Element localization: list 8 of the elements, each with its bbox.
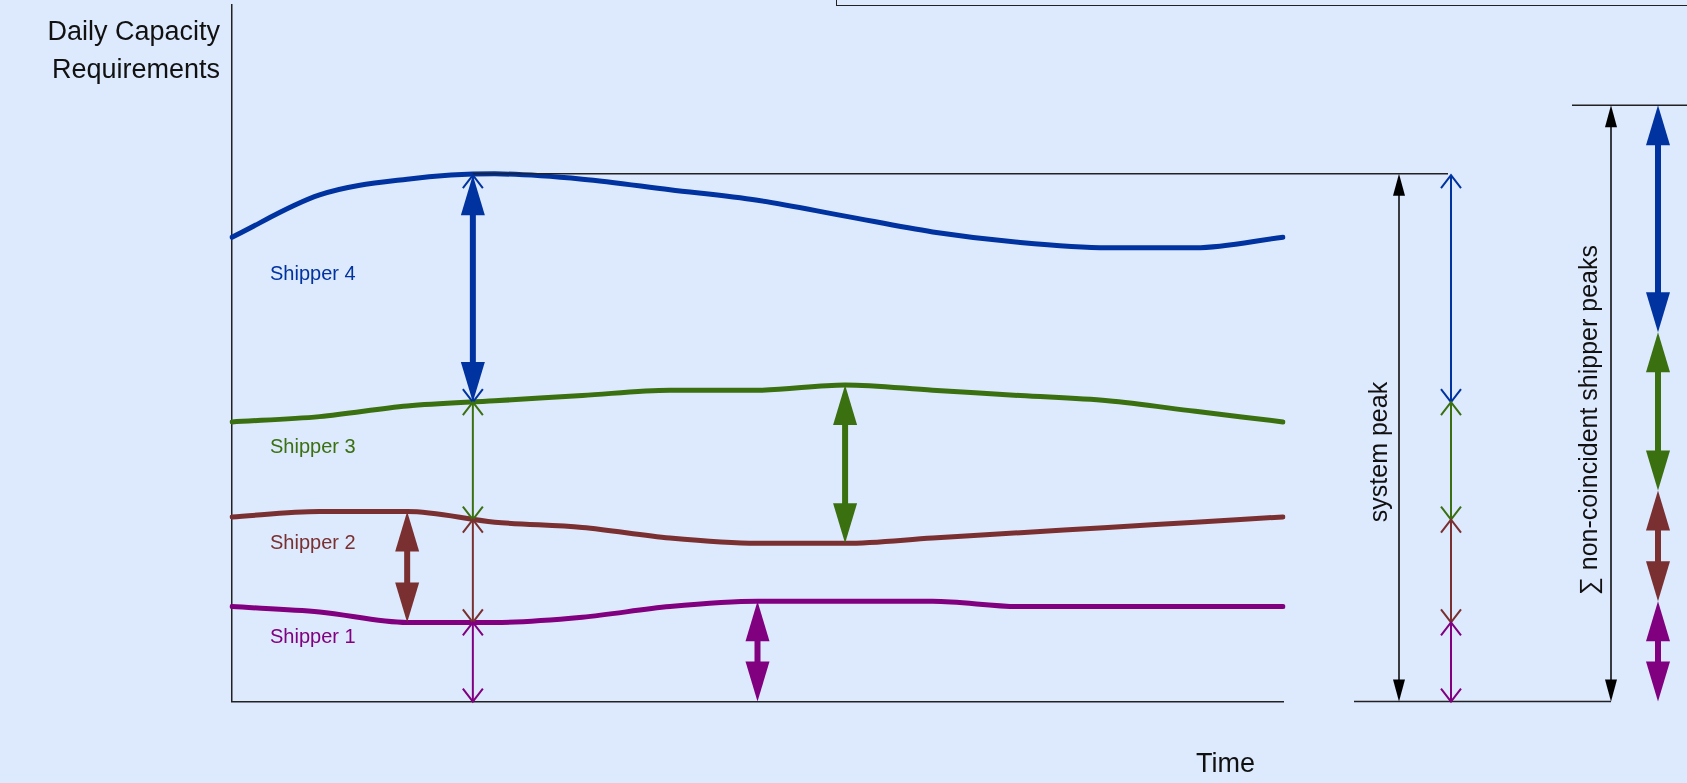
series-label: Shipper 4	[270, 261, 356, 285]
legend-label: Shipper 2	[270, 530, 356, 554]
series-label: Shipper 3	[270, 435, 356, 459]
text: system peak	[1363, 381, 1393, 523]
text: ∑ non-coincident shipper peaks	[1573, 245, 1603, 595]
series-label: Shipper 1	[270, 625, 356, 649]
y-axis-title: Daily Capacity Requirements	[46, 15, 220, 86]
x-axis-title: Time	[1196, 748, 1255, 779]
